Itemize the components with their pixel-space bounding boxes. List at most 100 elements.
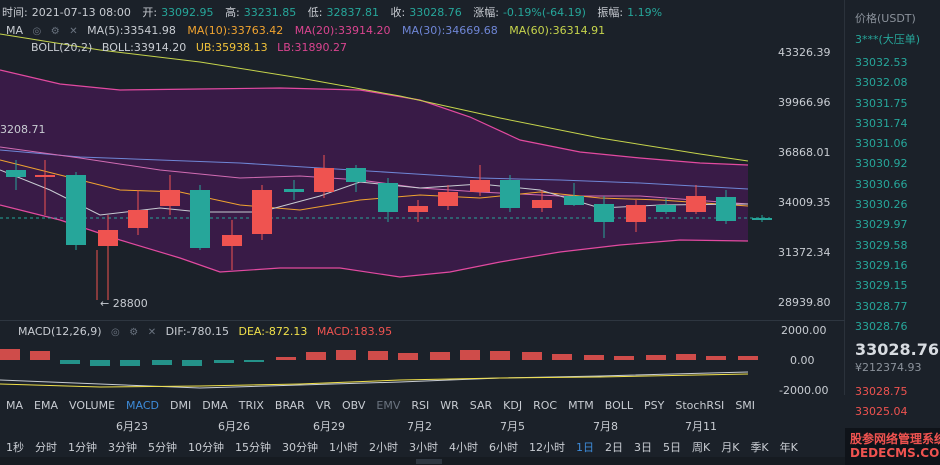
change-value: -0.19%(-64.19)	[502, 6, 586, 19]
settings-icon[interactable]: ⚙	[50, 26, 60, 37]
period-option[interactable]: 2日	[605, 441, 623, 454]
candle-body	[626, 205, 646, 222]
macd-tick: 2000.00	[781, 324, 827, 337]
candle-body	[752, 218, 772, 220]
indicator-tab-volume[interactable]: VOLUME	[68, 398, 116, 412]
indicator-tab-roc[interactable]: ROC	[533, 398, 558, 412]
indicator-tab-mtm[interactable]: MTM	[568, 398, 594, 412]
macd-bar	[552, 354, 572, 360]
period-option[interactable]: 4小时	[449, 441, 478, 454]
indicator-tab-obv[interactable]: OBV	[342, 398, 366, 412]
indicator-tab-smi[interactable]: SMI	[735, 398, 756, 412]
period-option[interactable]: 季K	[750, 441, 769, 454]
settings-icon[interactable]: ⚙	[129, 327, 139, 338]
macd-bar	[430, 352, 450, 360]
bid-price: 33031.75	[855, 96, 908, 110]
indicator-tab-brar[interactable]: BRAR	[274, 398, 305, 412]
ma5-line	[0, 169, 749, 216]
indicator-tab-dma[interactable]: DMA	[202, 398, 228, 412]
indicator-tab-kdj[interactable]: KDJ	[503, 398, 523, 412]
indicator-tab-macd[interactable]: MACD	[126, 398, 160, 412]
period-option[interactable]: 30分钟	[282, 441, 318, 454]
boll-lb-value: LB:31890.27	[277, 41, 347, 54]
ma60-value: MA(60):36314.91	[509, 24, 606, 37]
period-option[interactable]: 年K	[779, 441, 798, 454]
candle-body	[686, 196, 706, 212]
macd-bar	[244, 360, 264, 362]
period-option[interactable]: 周K	[692, 441, 711, 454]
boll-legend: BOLL(20,2) BOLL:33914.20 UB:35938.13 LB:…	[31, 41, 347, 54]
period-option[interactable]: 3分钟	[108, 441, 137, 454]
candle-body	[6, 170, 26, 177]
macd-bar	[646, 355, 666, 360]
date-tick: 6月29	[313, 420, 345, 433]
close-icon[interactable]: ✕	[147, 327, 157, 338]
indicator-tab-trix[interactable]: TRIX	[238, 398, 264, 412]
date-tick: 7月11	[685, 420, 717, 433]
ma10-line	[0, 159, 749, 211]
period-option[interactable]: 3日	[634, 441, 652, 454]
open-label: 开:	[142, 6, 158, 19]
period-option[interactable]: 5日	[663, 441, 681, 454]
period-option[interactable]: 10分钟	[188, 441, 224, 454]
period-option[interactable]: 12小时	[529, 441, 565, 454]
indicator-tab-ma[interactable]: MA	[6, 398, 24, 412]
period-option[interactable]: 3小时	[409, 441, 438, 454]
period-option[interactable]: 6小时	[489, 441, 518, 454]
macd-bar	[706, 356, 726, 360]
pane-separator[interactable]	[0, 320, 845, 321]
indicator-tab-wr[interactable]: WR	[440, 398, 459, 412]
low-label: 低:	[307, 6, 323, 19]
indicator-tab-boll[interactable]: BOLL	[604, 398, 634, 412]
price-tick: 34009.35	[778, 196, 831, 209]
panel-header: 价格(USDT)	[855, 12, 916, 25]
watermark-text: 股参网络管理系统	[850, 432, 940, 446]
period-option[interactable]: 15分钟	[235, 441, 271, 454]
period-option[interactable]: 1分钟	[68, 441, 97, 454]
ma20-value: MA(20):33914.20	[294, 24, 391, 37]
macd-bar	[214, 360, 234, 363]
bid-price: 33030.26	[855, 198, 908, 212]
macd-value: MACD:183.95	[316, 325, 393, 338]
macd-bar	[738, 356, 758, 360]
macd-bar	[336, 350, 356, 360]
chart-area[interactable]: 时间: 2021-07-13 08:00 开: 33092.95 高: 33231.8…	[0, 0, 845, 397]
period-option[interactable]: 1日	[576, 441, 594, 454]
dea-value: DEA:-872.13	[238, 325, 308, 338]
dif-value: DIF:-780.15	[165, 325, 229, 338]
indicator-tab-dmi[interactable]: DMI	[170, 398, 192, 412]
candle-body	[66, 175, 86, 245]
indicator-tab-sar[interactable]: SAR	[469, 398, 493, 412]
close-icon[interactable]: ✕	[69, 26, 78, 37]
candlestick-chart[interactable]	[0, 0, 845, 395]
period-option[interactable]: 2小时	[369, 441, 398, 454]
candle-body	[314, 168, 334, 192]
bid-price: 33029.16	[855, 258, 908, 272]
indicator-tab-psy[interactable]: PSY	[644, 398, 665, 412]
candle-body	[408, 206, 428, 212]
macd-bar	[182, 360, 202, 366]
period-option[interactable]: 5分钟	[148, 441, 177, 454]
boll-ub-value: UB:35938.13	[195, 41, 268, 54]
indicator-tab-ema[interactable]: EMA	[34, 398, 58, 412]
indicator-tab-rsi[interactable]: RSI	[411, 398, 430, 412]
indicator-tab-vr[interactable]: VR	[315, 398, 331, 412]
bid-price: 33030.66	[855, 177, 908, 191]
candle-body	[252, 190, 272, 234]
period-option[interactable]: 分时	[35, 441, 57, 454]
eye-icon[interactable]: ◎	[111, 327, 120, 338]
collapse-handle[interactable]	[416, 459, 442, 464]
ma-name: MA	[6, 24, 24, 37]
ask-price: 33028.75	[855, 385, 908, 398]
price-tick: 36868.01	[778, 146, 831, 159]
price-tick: 31372.34	[778, 246, 831, 259]
period-option[interactable]: 1秒	[6, 441, 24, 454]
high-value: 33231.85	[243, 6, 297, 19]
period-option[interactable]: 月K	[721, 441, 740, 454]
eye-icon[interactable]: ◎	[32, 26, 42, 37]
indicator-tab-stochrsi[interactable]: StochRSI	[675, 398, 725, 412]
macd-bar	[276, 357, 296, 360]
indicator-tab-emv[interactable]: EMV	[376, 398, 401, 412]
ma60-line	[0, 33, 749, 162]
period-option[interactable]: 1小时	[329, 441, 358, 454]
